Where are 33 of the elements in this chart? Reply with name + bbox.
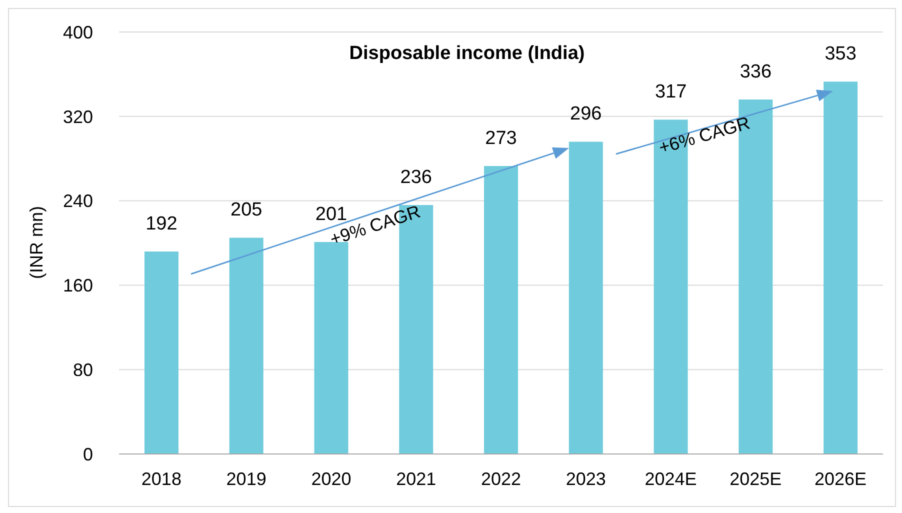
data-label: 205: [230, 200, 262, 221]
x-tick-label: 2024E: [644, 468, 697, 489]
x-tick-label: 2021: [396, 468, 436, 489]
y-tick-label: 320: [62, 106, 93, 127]
y-tick-label: 400: [62, 22, 93, 42]
annotation: +6% CAGR: [656, 112, 752, 158]
data-label: 296: [570, 104, 602, 125]
y-tick-label: 0: [82, 444, 93, 464]
data-label: 192: [146, 213, 178, 234]
x-tick-label: 2025E: [730, 468, 782, 489]
x-tick-label: 2026E: [814, 468, 867, 489]
text: Disposable income (India): [349, 43, 585, 64]
bar: [484, 166, 518, 454]
data-label: 201: [315, 204, 348, 225]
bar: [144, 251, 178, 454]
data-label: 236: [400, 167, 432, 188]
bar: [568, 142, 603, 454]
y-tick-label: 80: [72, 360, 93, 380]
x-tick-label: 2022: [480, 468, 522, 489]
y-axis-title: (INR mn): [26, 206, 46, 279]
x-tick-label: 2020: [311, 468, 352, 489]
bar: [314, 242, 348, 454]
x-tick-label: 2023: [566, 468, 606, 489]
data-label: 353: [824, 44, 856, 65]
y-tick-label: 160: [62, 276, 93, 296]
bar: [229, 238, 264, 454]
data-label: 273: [485, 128, 517, 149]
data-label: 317: [654, 82, 687, 103]
x-tick-label: 2018: [141, 468, 182, 489]
bar: [824, 82, 858, 454]
data-label: 336: [740, 62, 772, 83]
x-tick-label: 2019: [226, 468, 266, 489]
y-tick-label: 240: [62, 191, 93, 212]
